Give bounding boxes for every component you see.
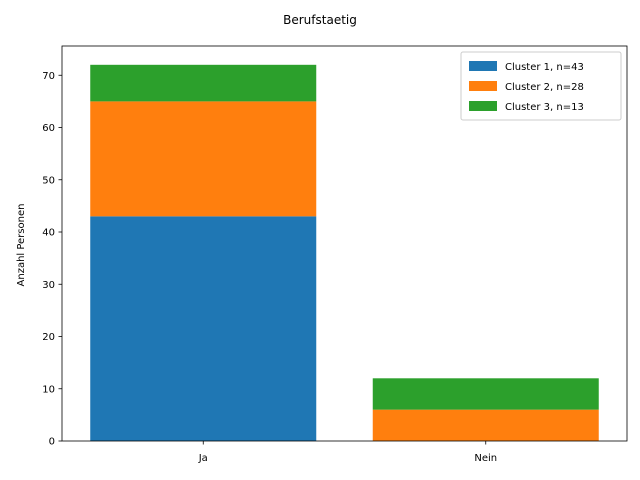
bar-ja-series-2	[90, 101, 317, 217]
y-tick-label: 70	[42, 71, 55, 82]
x-tick-label: Nein	[474, 453, 497, 464]
bar-ja-series-3	[90, 64, 317, 102]
y-tick-label: 60	[42, 123, 55, 134]
bar-nein-series-2	[372, 409, 599, 441]
y-tick-label: 30	[42, 280, 55, 291]
chart-title: Berufstaetig	[283, 13, 357, 27]
legend-label: Cluster 1, n=43	[505, 62, 584, 73]
legend: Cluster 1, n=43 Cluster 2, n=28 Cluster 3,…	[460, 51, 622, 121]
legend-box	[460, 51, 622, 121]
bar-nein-series-3	[372, 378, 599, 410]
legend-swatch	[469, 81, 497, 91]
bars-layer	[90, 64, 599, 441]
y-tick-label: 40	[42, 228, 55, 239]
y-axis-title: Anzahl Personen	[16, 204, 27, 287]
y-tick-label: 50	[42, 175, 55, 186]
y-tick-label: 10	[42, 384, 55, 395]
y-axis: 0 10 20 30 40 50 60 70	[42, 71, 62, 448]
legend-label: Cluster 3, n=13	[505, 102, 584, 113]
y-tick-label: 20	[42, 332, 55, 343]
x-axis: Ja Nein	[198, 441, 497, 464]
x-tick-label: Ja	[198, 453, 208, 464]
bar-ja-series-1	[90, 216, 317, 441]
legend-label: Cluster 2, n=28	[505, 82, 584, 93]
legend-swatch	[469, 61, 497, 71]
legend-swatch	[469, 101, 497, 111]
y-tick-label: 0	[49, 437, 55, 448]
plot-frame	[61, 45, 628, 442]
